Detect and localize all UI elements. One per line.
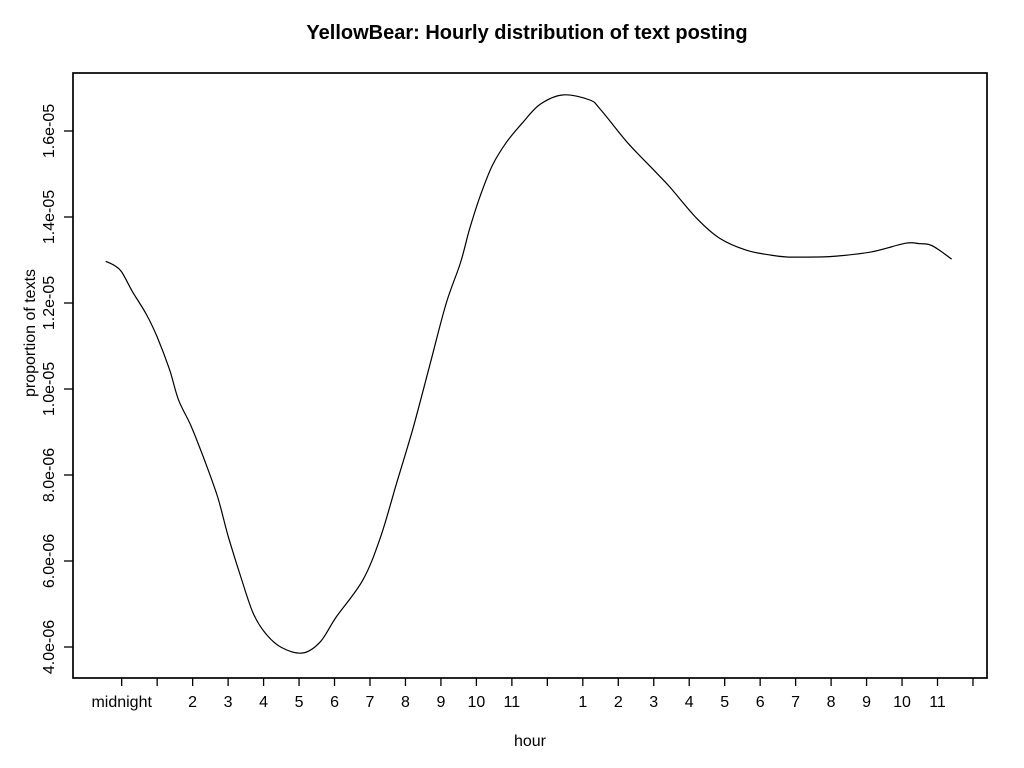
x-axis-title: hour xyxy=(513,733,547,750)
chart-title: YellowBear: Hourly distribution of text … xyxy=(306,22,748,44)
density-curve xyxy=(105,94,953,654)
plot-box xyxy=(72,72,988,679)
y-axis-title: proportion of texts xyxy=(22,268,39,398)
